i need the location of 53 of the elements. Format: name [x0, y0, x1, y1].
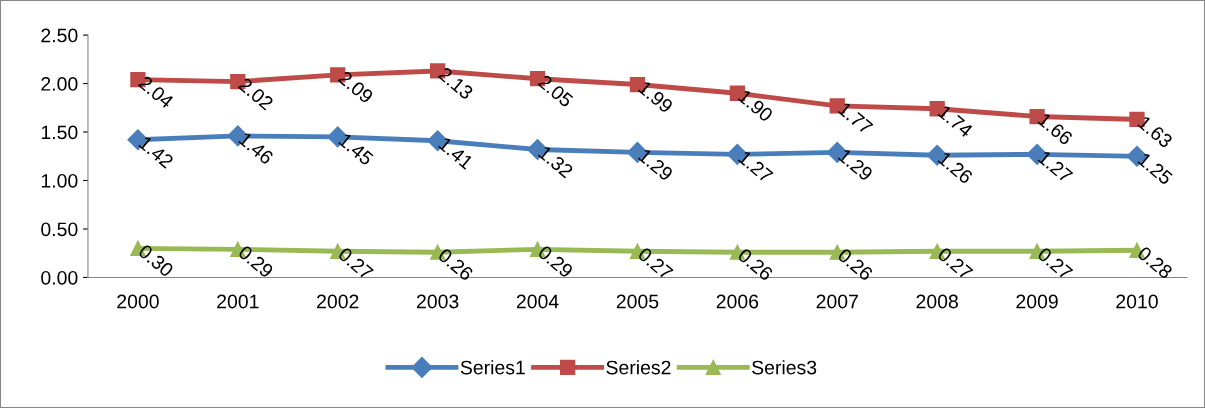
data-label: 0.26 [737, 247, 774, 282]
data-label: 2.05 [537, 74, 574, 108]
data-label: 1.66 [1037, 112, 1074, 146]
data-label: 1.29 [837, 148, 874, 182]
data-label: 2.04 [137, 75, 175, 110]
x-tick-label: 2000 [117, 294, 159, 309]
data-label: 1.77 [837, 101, 874, 135]
x-tick-label: 2002 [317, 294, 359, 309]
x-tick-label: 2010 [1116, 294, 1158, 309]
x-tick-label: 2006 [716, 294, 759, 309]
y-tick-label: 2.00 [41, 77, 78, 91]
legend-label: Series2 [606, 360, 671, 375]
data-label: 1.32 [537, 145, 574, 179]
y-tick-label: 0.50 [41, 222, 78, 237]
x-tick-label: 2009 [1016, 294, 1058, 309]
data-label: 0.29 [237, 244, 275, 279]
data-label: 1.46 [238, 131, 275, 166]
data-label: 1.27 [1037, 150, 1074, 184]
data-label: 0.27 [936, 246, 974, 281]
x-tick-label: 2005 [616, 294, 659, 309]
legend-label: Series3 [752, 360, 817, 375]
data-label: 1.26 [937, 151, 974, 185]
data-label: 2.09 [337, 70, 375, 104]
data-label: 0.27 [1036, 246, 1074, 281]
data-label: 1.41 [438, 136, 474, 170]
data-label: 1.45 [338, 132, 374, 167]
data-label: 0.26 [437, 247, 474, 282]
y-tick-label: 1.00 [41, 173, 78, 188]
x-tick-label: 2008 [916, 294, 958, 309]
y-tick-label: 0.00 [41, 270, 78, 285]
data-label: 1.90 [737, 89, 774, 123]
x-tick-label: 2001 [217, 294, 259, 309]
data-label: 2.02 [237, 77, 275, 111]
data-label: 1.63 [1137, 115, 1174, 149]
data-label: 1.29 [637, 148, 674, 182]
data-label: 0.30 [137, 243, 175, 278]
data-label: 2.13 [437, 66, 474, 101]
data-label: 0.27 [637, 246, 674, 281]
data-label: 1.99 [637, 80, 674, 114]
data-label: 1.27 [737, 150, 774, 184]
y-tick-label: 2.50 [41, 28, 78, 43]
legend-label: Series1 [460, 360, 525, 375]
data-label: 0.27 [337, 246, 374, 281]
data-label: 0.28 [1136, 245, 1174, 280]
data-label: 1.25 [1137, 152, 1174, 186]
x-tick-label: 2004 [516, 294, 559, 309]
data-label: 0.26 [836, 247, 874, 282]
data-label: 0.29 [537, 244, 574, 279]
y-tick-label: 1.50 [41, 125, 78, 140]
x-tick-label: 2003 [416, 294, 459, 309]
data-label: 1.42 [138, 135, 175, 169]
data-label: 1.74 [937, 104, 974, 138]
x-tick-label: 2007 [816, 294, 858, 309]
